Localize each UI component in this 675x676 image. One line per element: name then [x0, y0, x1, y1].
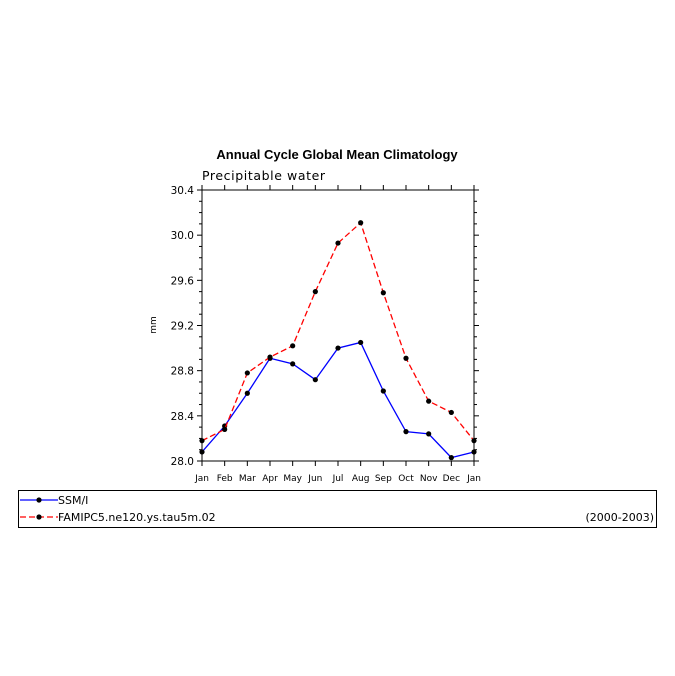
series-1-point: [335, 345, 341, 351]
legend-label-2: FAMIPC5.ne120.ys.tau5m.02: [58, 511, 216, 524]
series-1-point: [426, 431, 432, 437]
series-1-point: [290, 361, 296, 367]
y-tick-label: 28.8: [171, 366, 194, 378]
series-1-point: [312, 377, 318, 383]
series-1-point: [471, 449, 477, 455]
y-tick-label: 30.0: [171, 230, 194, 242]
x-tick-label: Jun: [307, 474, 322, 484]
x-tick-label: Jan: [194, 474, 209, 484]
x-tick-label: Oct: [398, 474, 414, 484]
series-1-point: [403, 429, 409, 435]
series-layer: [199, 220, 477, 461]
plot-area: 28.0 28.4 28.8 29.2 29.6 30.0 30.4 Jan Feb Mar Apr…: [171, 185, 481, 484]
x-tick-label: Nov: [420, 474, 438, 484]
series-2-point: [448, 409, 454, 416]
plot-frame: [201, 189, 475, 462]
x-tick-label: Jul: [332, 474, 344, 484]
series-2-point: [403, 355, 409, 361]
legend-label-1: SSM/I: [58, 494, 88, 507]
series-2-point: [426, 398, 432, 404]
y-tick-label: 29.6: [171, 275, 195, 287]
legend-marker-1: [36, 497, 42, 503]
y-axis-label: mm: [149, 316, 159, 334]
series-2-point: [358, 220, 364, 226]
legend-period-note: (2000-2003): [585, 511, 654, 524]
series-2-point: [290, 343, 296, 349]
y-tick-label: 28.0: [171, 456, 194, 468]
x-tick-label: Mar: [239, 474, 256, 484]
y-tick-label: 28.4: [171, 411, 195, 423]
y-tick-label: 29.2: [171, 321, 194, 333]
legend-marker-2: [36, 514, 42, 520]
chart-title: Annual Cycle Global Mean Climatology: [216, 147, 458, 162]
series-2-point: [199, 438, 205, 444]
x-tick-label: May: [283, 474, 302, 484]
x-tick-label: Apr: [262, 474, 278, 484]
x-tick-label: Feb: [217, 474, 233, 484]
series-2-point: [471, 438, 477, 444]
series-1-point: [448, 455, 454, 461]
legend-box: [18, 490, 657, 528]
x-tick-label: Sep: [375, 474, 392, 484]
series-2-point: [335, 240, 341, 246]
series-1-point: [358, 339, 364, 346]
series-2-point: [312, 289, 318, 295]
series-1-point: [244, 390, 250, 396]
series-2-point: [267, 354, 273, 360]
series-2-point: [380, 290, 386, 296]
series-line-2: [201, 221, 475, 442]
x-tick-label: Aug: [352, 474, 370, 484]
series-2-point: [244, 370, 250, 376]
y-tick-label: 30.4: [171, 185, 195, 197]
series-1-point: [380, 388, 386, 394]
chart-subtitle: Precipitable water: [202, 168, 326, 183]
series-line-1: [201, 341, 475, 459]
legend: SSM/I FAMIPC5.ne120.ys.tau5m.02: [20, 494, 216, 524]
x-tick-label: Dec: [443, 474, 460, 484]
x-tick-label: Jan: [466, 474, 481, 484]
series-1-point: [199, 449, 205, 455]
series-2-point: [222, 426, 228, 432]
